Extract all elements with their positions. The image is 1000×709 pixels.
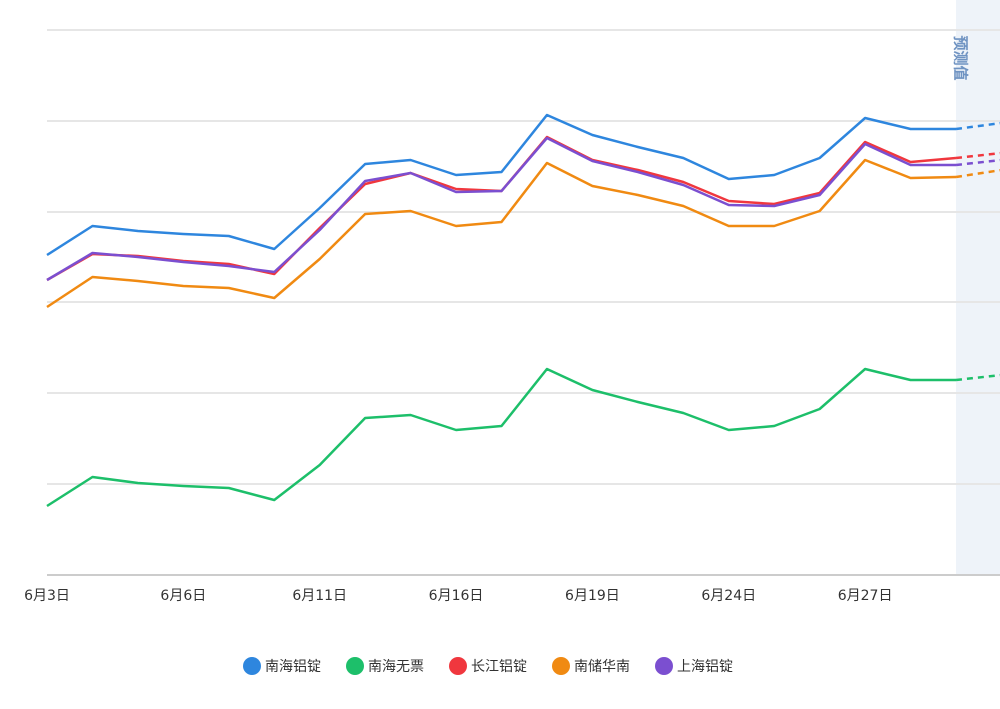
x-tick-label: 6月24日 — [701, 588, 756, 604]
x-tick-label: 6月27日 — [838, 588, 893, 604]
legend-label: 上海铝锭 — [677, 659, 733, 675]
forecast-line — [955, 121, 1000, 131]
legend-marker — [552, 657, 570, 675]
forecast-line — [955, 168, 1000, 179]
forecast-line — [955, 373, 1000, 382]
legend-marker — [655, 657, 673, 675]
legend-marker — [243, 657, 261, 675]
legend-label: 南海铝锭 — [265, 659, 321, 675]
series-line — [46, 367, 956, 508]
forecast-line — [955, 151, 1000, 160]
x-tick-label: 6月11日 — [292, 588, 347, 604]
series-line — [46, 136, 956, 282]
legend-marker — [449, 657, 467, 675]
x-tick-label: 6月6日 — [160, 588, 206, 604]
legend-marker — [346, 657, 364, 675]
legend-label: 南海无票 — [368, 659, 424, 675]
legend-label: 南储华南 — [574, 659, 630, 675]
x-tick-label: 6月16日 — [429, 588, 484, 604]
forecast-line — [955, 158, 1000, 167]
forecast-region — [956, 0, 1000, 575]
series-line — [46, 113, 956, 257]
forecast-label: 预测值 — [952, 35, 970, 80]
legend-label: 长江铝锭 — [471, 659, 527, 675]
x-tick-label: 6月3日 — [24, 588, 70, 604]
series-line — [46, 158, 957, 309]
x-tick-label: 6月19日 — [565, 588, 620, 604]
